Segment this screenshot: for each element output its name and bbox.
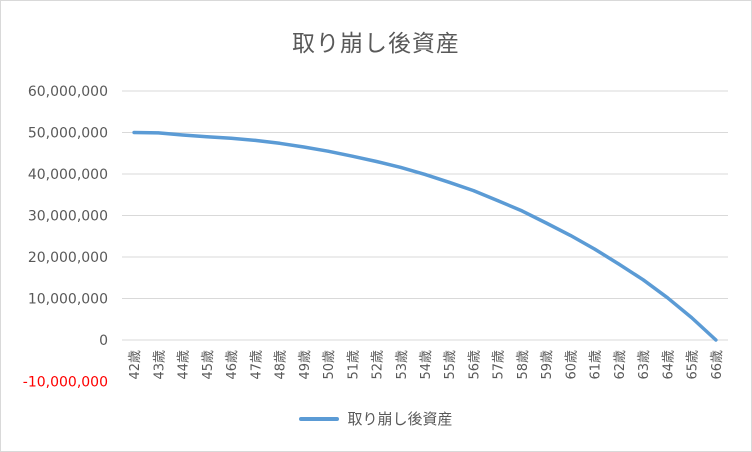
- y-tick-label: -10,000,000: [23, 375, 108, 391]
- legend-label: 取り崩し後資産: [347, 410, 453, 428]
- legend: 取り崩し後資産: [0, 408, 752, 429]
- x-tick-label: 65歳: [686, 350, 701, 380]
- x-tick-label: 66歳: [710, 350, 725, 380]
- x-tick-label: 60歳: [564, 350, 579, 380]
- x-tick-label: 54歳: [419, 350, 434, 380]
- data-point: [471, 189, 475, 193]
- x-tick-label: 57歳: [492, 350, 507, 380]
- x-tick-label: 46歳: [225, 350, 240, 380]
- y-tick-label: 10,000,000: [28, 292, 108, 308]
- x-tick-label: 56歳: [467, 350, 482, 380]
- x-tick-label: 61歳: [589, 350, 604, 380]
- x-tick-label: 55歳: [443, 350, 458, 380]
- x-tick-label: 45歳: [201, 350, 216, 380]
- data-point: [447, 180, 451, 184]
- data-point: [690, 316, 694, 320]
- x-tick-label: 53歳: [395, 350, 410, 380]
- x-tick-label: 42歳: [128, 350, 143, 380]
- x-tick-label: 59歳: [540, 350, 555, 380]
- y-tick-label: 40,000,000: [28, 167, 108, 183]
- data-point: [229, 136, 233, 140]
- data-point: [641, 278, 645, 282]
- data-point: [350, 154, 354, 158]
- data-point: [568, 233, 572, 237]
- y-tick-label: 50,000,000: [28, 126, 108, 142]
- data-point: [181, 133, 185, 137]
- data-point: [520, 209, 524, 213]
- data-point: [496, 199, 500, 203]
- data-point: [302, 145, 306, 149]
- x-tick-label: 48歳: [274, 350, 289, 380]
- data-point: [253, 138, 257, 142]
- data-point: [714, 338, 718, 342]
- y-tick-label: 20,000,000: [28, 250, 108, 266]
- x-tick-label: 50歳: [322, 350, 337, 380]
- x-tick-label: 63歳: [637, 350, 652, 380]
- data-point: [156, 131, 160, 135]
- x-tick-label: 64歳: [661, 350, 676, 380]
- legend-swatch: [299, 416, 340, 421]
- y-tick-label: 60,000,000: [28, 84, 108, 100]
- series-line: [132, 130, 718, 342]
- x-tick-label: 43歳: [152, 350, 167, 380]
- x-tick-label: 52歳: [371, 350, 386, 380]
- data-point: [593, 247, 597, 251]
- data-point: [665, 296, 669, 300]
- data-point: [399, 165, 403, 169]
- x-tick-label: 62歳: [613, 350, 628, 380]
- data-point: [205, 135, 209, 139]
- y-tick-label: 0: [99, 333, 108, 349]
- data-point: [278, 141, 282, 145]
- data-point: [423, 172, 427, 176]
- data-point: [326, 149, 330, 153]
- x-tick-label: 44歳: [177, 350, 192, 380]
- x-tick-label: 51歳: [346, 350, 361, 380]
- data-point: [617, 262, 621, 266]
- data-point: [132, 131, 136, 134]
- x-tick-label: 58歳: [516, 350, 531, 380]
- data-point: [375, 160, 379, 164]
- y-tick-label: 30,000,000: [28, 209, 108, 225]
- x-tick-label: 47歳: [249, 350, 264, 380]
- chart-title: 取り崩し後資産: [292, 31, 460, 57]
- x-tick-label: 49歳: [298, 350, 313, 380]
- data-point: [544, 221, 548, 225]
